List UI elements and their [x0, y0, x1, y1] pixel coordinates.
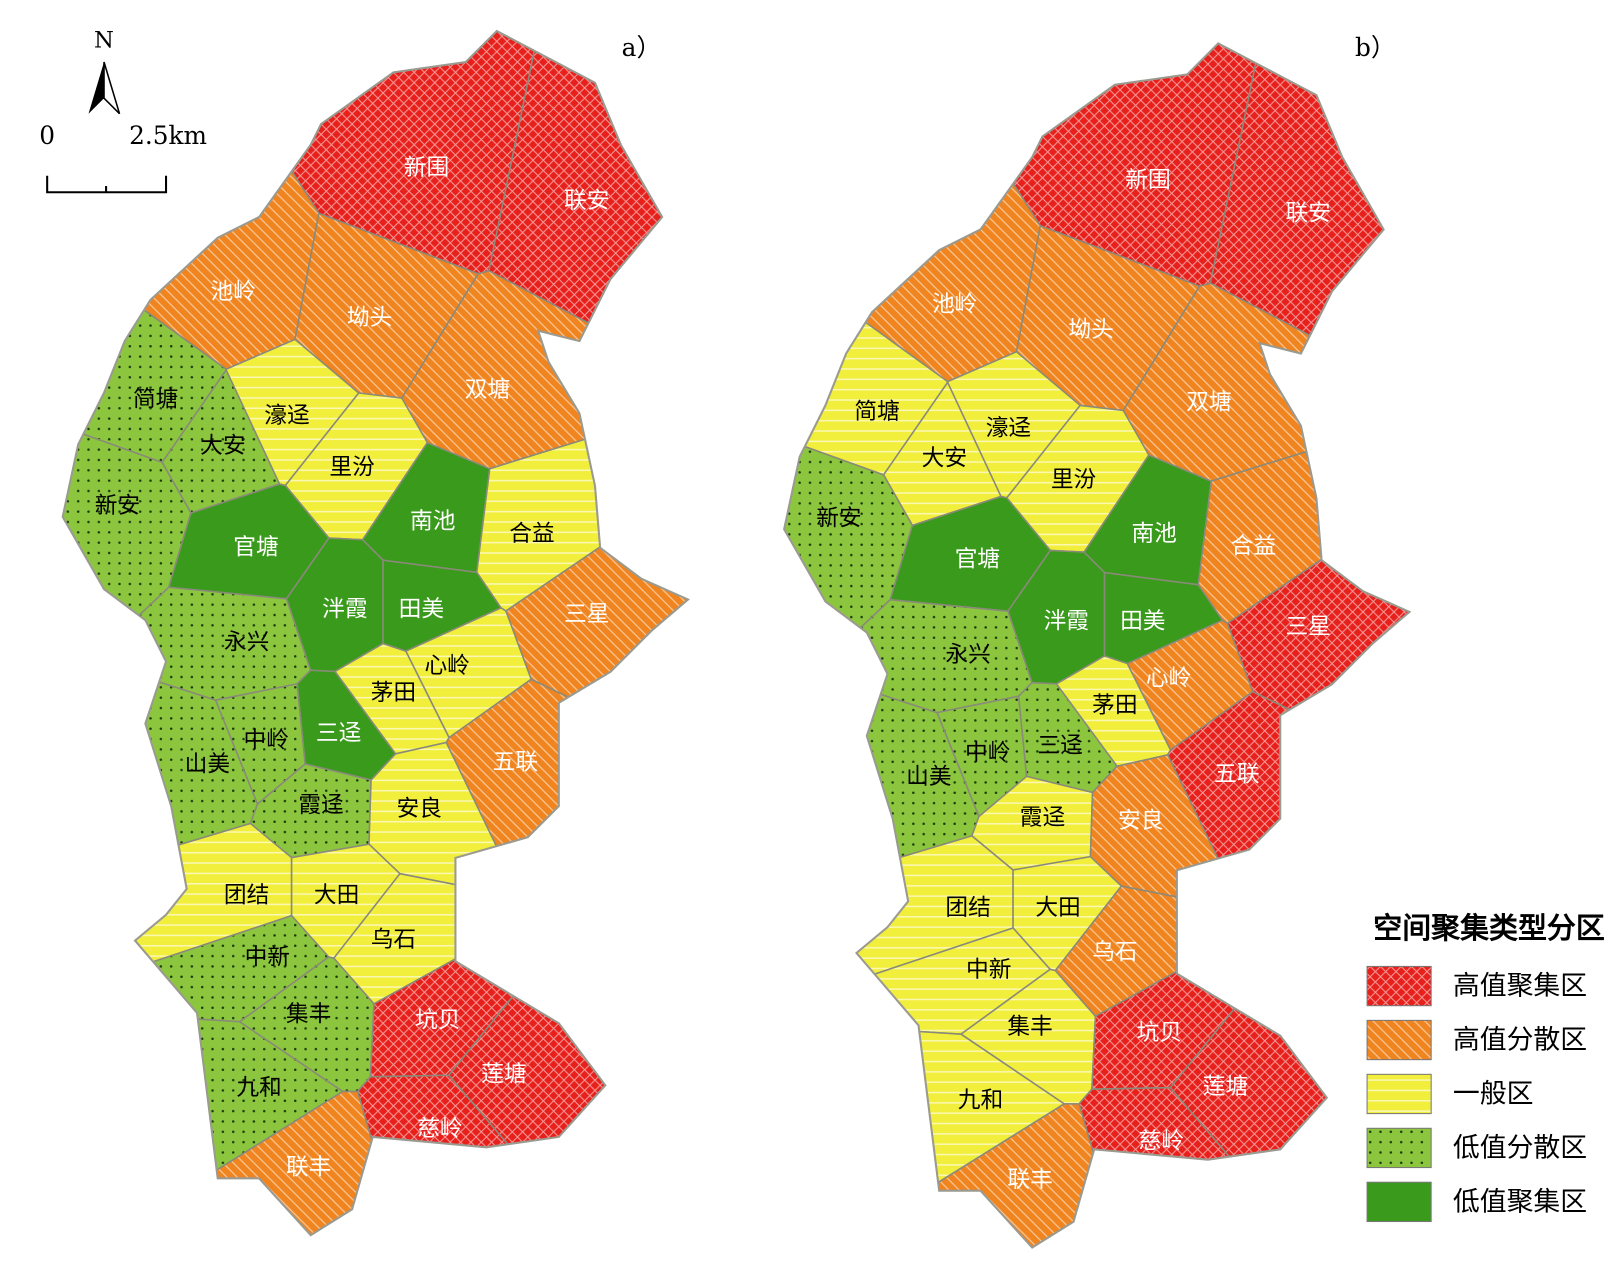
region-label: 安良 — [1118, 808, 1163, 834]
region-label: 集丰 — [1007, 1014, 1052, 1040]
region-label: 大安 — [200, 433, 245, 459]
region-label: 山美 — [906, 764, 951, 790]
region-label: 新围 — [404, 155, 449, 181]
region-label: 九和 — [958, 1087, 1003, 1113]
legend-swatch — [1366, 1073, 1432, 1115]
region-label: 大田 — [314, 883, 359, 909]
region-label: 三星 — [564, 601, 609, 627]
region-label: 联丰 — [286, 1154, 331, 1180]
region-label: 坑贝 — [1137, 1020, 1182, 1046]
region-label: 中新 — [966, 957, 1011, 983]
region-label: 山美 — [185, 751, 230, 777]
region-label: 慈岭 — [1139, 1129, 1184, 1155]
region-label: 坑贝 — [415, 1008, 460, 1034]
map-outline — [61, 29, 690, 1237]
region-label: 永兴 — [945, 642, 990, 668]
region-label: 双塘 — [465, 377, 510, 403]
region — [1166, 690, 1410, 940]
region-label: 联安 — [564, 188, 609, 214]
region-label: 坳头 — [347, 305, 392, 331]
legend-swatch — [1366, 1181, 1432, 1223]
legend-label: 高值聚集区 — [1453, 971, 1587, 1002]
panel-label: b） — [1355, 33, 1396, 62]
region-label: 团结 — [945, 895, 990, 921]
region-label: 三迳 — [316, 720, 361, 746]
region-label: 官塘 — [233, 534, 278, 560]
region-label: 三迳 — [1037, 733, 1082, 759]
region — [62, 31, 320, 371]
region-label: 安良 — [397, 796, 442, 822]
legend-title: 空间聚集类型分区 — [1373, 911, 1605, 945]
region-label: 合益 — [1231, 533, 1276, 559]
region-label: 茅田 — [371, 680, 416, 706]
region-label: 南池 — [410, 508, 455, 534]
regions — [62, 31, 689, 1236]
legend-label: 一般区 — [1453, 1079, 1534, 1110]
region-label: 濠迳 — [986, 415, 1031, 441]
region — [447, 920, 689, 1236]
region-label: 合益 — [509, 521, 554, 547]
regions — [784, 43, 1410, 1248]
region-label: 大田 — [1035, 895, 1080, 921]
region-label: 五联 — [1214, 762, 1259, 788]
region-label: 池岭 — [932, 291, 977, 317]
region-label: 团结 — [224, 883, 269, 909]
region-label: 中新 — [245, 945, 290, 971]
region-label: 霞迳 — [298, 793, 343, 819]
region — [784, 43, 1042, 383]
region-label: 南池 — [1131, 521, 1176, 547]
region-label: 莲塘 — [481, 1061, 526, 1087]
legend-swatch — [1366, 965, 1432, 1007]
region-label: 联丰 — [1007, 1167, 1052, 1193]
region-label: 里汾 — [1051, 467, 1096, 493]
map-outline — [783, 42, 1412, 1249]
region-label: 集丰 — [286, 1002, 331, 1028]
region-label: 乌石 — [1092, 939, 1137, 965]
region-label: 官塘 — [955, 547, 1000, 573]
region-label: 茅田 — [1092, 692, 1137, 718]
region-label: 霞迳 — [1020, 805, 1065, 831]
region-label: 慈岭 — [417, 1116, 462, 1142]
region-label: 联安 — [1285, 200, 1330, 226]
region-label: 双塘 — [1186, 390, 1231, 416]
legend-label: 低值分散区 — [1453, 1132, 1587, 1163]
region — [445, 678, 689, 928]
region-label: 莲塘 — [1203, 1074, 1248, 1100]
region-label: 五联 — [493, 749, 538, 775]
north-arrow — [88, 61, 121, 115]
north-label: N — [94, 27, 114, 53]
region-label: 永兴 — [224, 629, 269, 655]
region-label: 泮霞 — [1044, 609, 1089, 635]
legend-swatch — [1366, 1019, 1432, 1061]
region-label: 简塘 — [854, 399, 899, 425]
region-label: 新安 — [816, 505, 861, 531]
panel: 新围联安池岭坳头双塘 简塘濠迳大安里汾新安官塘 南池合益泮霞 田美 三星永兴心岭茅田三迳… — [61, 29, 690, 1237]
legend-label: 低值聚集区 — [1453, 1186, 1587, 1217]
region-label: 池岭 — [210, 279, 255, 305]
region-label: 乌石 — [371, 927, 416, 953]
region-label: 新安 — [95, 493, 140, 519]
region-label: 泮霞 — [322, 596, 367, 622]
region-label: 心岭 — [424, 653, 469, 679]
scale-end: 2.5km — [129, 121, 207, 150]
legend-label: 高值分散区 — [1453, 1025, 1587, 1056]
region-label: 中岭 — [965, 740, 1010, 766]
region-label: 三星 — [1285, 614, 1330, 640]
region-label: 新围 — [1125, 167, 1170, 193]
scale-start: 0 — [39, 121, 55, 150]
panel-label: a） — [622, 33, 662, 62]
region-label: 大安 — [922, 445, 967, 471]
region-label: 坳头 — [1068, 317, 1113, 343]
region-label: 中岭 — [244, 728, 289, 754]
region-label: 濠迳 — [264, 403, 309, 429]
region-label: 田美 — [1120, 609, 1165, 635]
region-label: 九和 — [236, 1075, 281, 1101]
region-label: 心岭 — [1146, 666, 1191, 692]
region-label: 简塘 — [133, 387, 178, 413]
region-label: 田美 — [399, 596, 444, 622]
region-label: 里汾 — [329, 455, 374, 481]
legend-swatch — [1366, 1127, 1432, 1169]
